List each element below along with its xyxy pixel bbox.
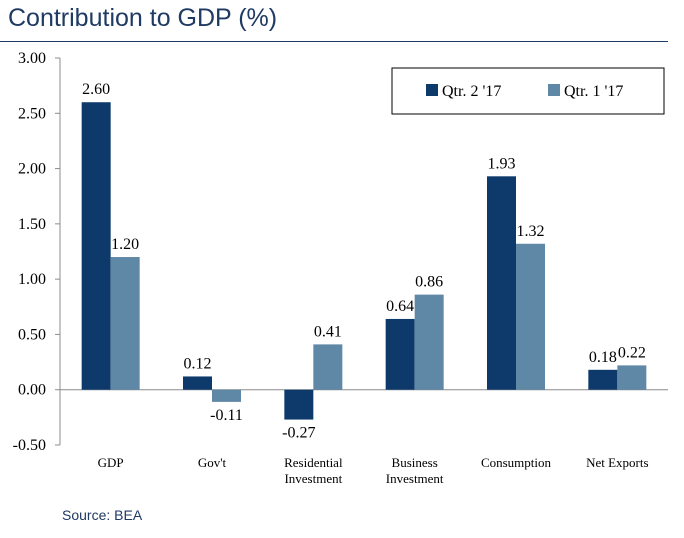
bars (81, 102, 647, 420)
bar (284, 389, 314, 420)
source-note: Source: BEA (62, 507, 143, 523)
bar (414, 294, 444, 390)
legend-label: Qtr. 2 '17 (442, 83, 501, 100)
legend: Qtr. 2 '17 Qtr. 1 '17 (391, 67, 665, 115)
y-tick-label: -0.50 (13, 437, 46, 454)
y-tick-label: 2.50 (18, 105, 46, 122)
bar (212, 389, 241, 402)
bar (487, 176, 516, 390)
bar-data-label: 0.41 (314, 323, 342, 340)
y-tick-label: 0.50 (18, 326, 46, 343)
legend-label: Qtr. 1 '17 (564, 83, 623, 100)
bar (385, 318, 415, 390)
x-category-label: Residential Investment (284, 455, 343, 486)
bar-data-label: 1.20 (111, 236, 139, 253)
bar-data-label: 0.22 (618, 344, 646, 361)
y-tick-label: 3.00 (18, 50, 46, 67)
bar-data-label: -0.27 (282, 425, 315, 442)
legend-swatch (548, 84, 560, 96)
title-underline (0, 41, 668, 42)
bar (313, 344, 343, 390)
bar-data-label: 0.86 (415, 274, 443, 291)
bar-data-label: 0.64 (386, 298, 414, 315)
bar-data-label: -0.11 (210, 407, 243, 424)
bar (183, 376, 212, 390)
bar-data-label: 0.12 (184, 355, 212, 372)
bar-data-label: 2.60 (82, 81, 110, 98)
axes: 3.00 2.50 2.00 1.50 1.00 0.50 0.00 -0.50 GDP Gov'… (13, 50, 668, 486)
legend-swatch (426, 84, 438, 96)
bar (617, 365, 647, 390)
chart-title: Contribution to GDP (%) (8, 4, 278, 32)
x-category-label: Business Investment (386, 455, 444, 486)
y-tick-label: 2.00 (18, 161, 46, 178)
bar-data-label: 1.93 (488, 155, 516, 172)
bar-data-label: 0.18 (589, 349, 617, 366)
x-category-label: Consumption (481, 455, 552, 470)
y-tick-label: 1.50 (18, 216, 46, 233)
bar (81, 102, 111, 390)
x-category-label: Net Exports (586, 455, 648, 470)
y-tick-label: 0.00 (18, 382, 46, 399)
bar (110, 257, 140, 390)
bar (588, 369, 618, 390)
x-category-label: GDP (98, 455, 124, 470)
bar-data-label: 1.32 (517, 223, 545, 240)
bar (516, 243, 545, 390)
data-labels: 2.60 1.20 0.12 -0.11 -0.27 0.41 0.640.86 1.93 1.… (82, 81, 646, 441)
y-tick-label: 1.00 (18, 271, 46, 288)
x-category-label: Gov't (198, 455, 227, 470)
